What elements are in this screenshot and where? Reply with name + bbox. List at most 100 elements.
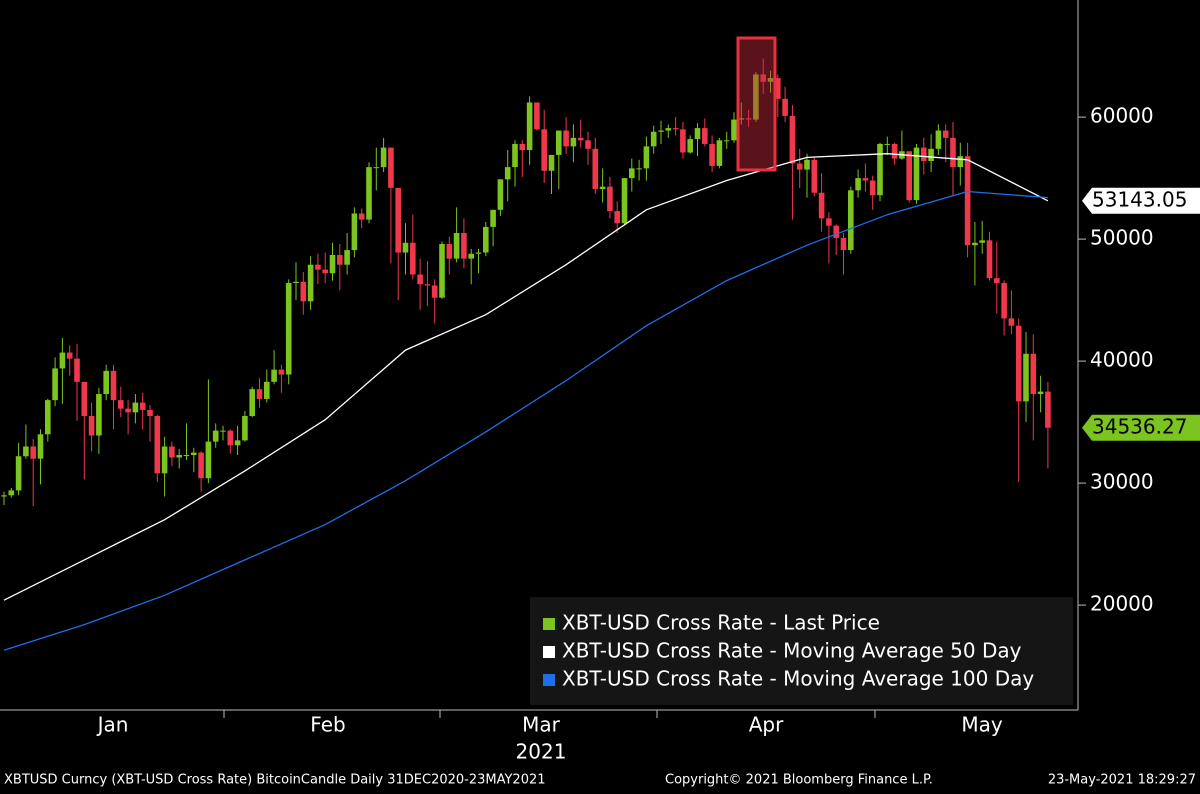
candle-body xyxy=(52,368,58,401)
candle-body xyxy=(337,254,343,265)
candle-body xyxy=(804,159,810,170)
y-tick-label: 60000 xyxy=(1090,104,1154,128)
candle-body xyxy=(169,446,175,458)
candle-body xyxy=(424,284,431,286)
candle-body xyxy=(300,281,307,302)
legend-label: XBT-USD Cross Rate - Last Price xyxy=(562,611,880,635)
candle-body xyxy=(585,140,591,149)
candle-body xyxy=(884,143,891,145)
candle-body xyxy=(767,78,774,82)
candle-body xyxy=(88,415,95,436)
candle-body xyxy=(519,143,526,151)
candle-body xyxy=(96,394,102,436)
moving-average-line xyxy=(3,190,1048,651)
footer-center: Copyright© 2021 Bloomberg Finance L.P. xyxy=(665,773,933,788)
candle-body xyxy=(986,240,993,279)
candle-body xyxy=(672,128,679,130)
candle-body xyxy=(592,148,599,190)
candle-body xyxy=(614,211,620,224)
legend-label: XBT-USD Cross Rate - Moving Average 50 D… xyxy=(562,639,1022,663)
candle-body xyxy=(702,128,708,144)
candle-body xyxy=(694,128,701,140)
candle-body xyxy=(972,242,978,246)
candle-body xyxy=(563,130,569,147)
candle-body xyxy=(147,409,153,416)
candle-body xyxy=(125,408,131,413)
x-tick-label: Jan xyxy=(96,713,129,737)
candle-body xyxy=(855,178,861,191)
moving-average-line xyxy=(3,153,1049,601)
candle-body xyxy=(212,430,219,442)
candle-body xyxy=(1,495,7,497)
candle-body xyxy=(66,352,73,359)
candle-body xyxy=(928,148,934,162)
candle-body xyxy=(629,168,635,179)
candle-body xyxy=(132,402,139,413)
candle-body xyxy=(599,186,606,190)
value-tag-label: 53143.05 xyxy=(1092,187,1187,211)
candle-body xyxy=(315,264,321,270)
candle-body xyxy=(1045,391,1051,428)
candle-body xyxy=(468,253,474,259)
candle-body xyxy=(636,168,642,170)
footer-right: 23-May-2021 18:29:27 xyxy=(1048,773,1196,788)
candle-body xyxy=(1037,391,1044,395)
candle-body xyxy=(475,252,482,254)
candle-body xyxy=(994,278,1000,284)
x-tick-label: Feb xyxy=(310,713,345,737)
candle-body xyxy=(74,358,80,382)
candle-body xyxy=(358,213,365,220)
candle-body xyxy=(264,381,270,399)
candle-body xyxy=(950,137,956,168)
candle-body xyxy=(227,430,234,446)
candle-body xyxy=(497,179,504,210)
candle-body xyxy=(380,147,387,168)
legend-swatch xyxy=(543,618,555,630)
candle-body xyxy=(643,146,650,169)
legend-swatch xyxy=(543,646,555,658)
candle-body xyxy=(687,139,693,153)
candle-body xyxy=(307,264,314,302)
candle-body xyxy=(906,151,912,201)
candle-body xyxy=(964,156,971,246)
candle-body xyxy=(789,115,796,164)
candle-body xyxy=(388,147,394,188)
y-tick-label: 30000 xyxy=(1090,470,1154,494)
candle-body xyxy=(738,118,745,120)
value-tag-label: 34536.27 xyxy=(1092,414,1187,438)
candle-body xyxy=(278,369,285,375)
candle-body xyxy=(293,281,299,284)
candle-body xyxy=(556,130,562,155)
candle-body xyxy=(110,370,117,401)
y-tick-label: 40000 xyxy=(1090,348,1154,372)
legend-box xyxy=(530,597,1073,705)
candle-body xyxy=(410,242,416,275)
candle-body xyxy=(59,352,66,369)
candle-body xyxy=(154,415,161,474)
candle-body xyxy=(840,237,847,251)
candle-body xyxy=(942,130,949,138)
candle-body xyxy=(935,130,942,149)
candle-body xyxy=(220,430,226,432)
candle-body xyxy=(103,370,109,395)
candle-body xyxy=(453,233,460,259)
candle-body xyxy=(957,156,964,168)
legend-label: XBT-USD Cross Rate - Moving Average 100 … xyxy=(562,667,1034,691)
candle-body xyxy=(658,130,664,132)
candle-body xyxy=(373,167,380,169)
candle-body xyxy=(271,369,277,382)
candle-body xyxy=(249,389,255,416)
candle-body xyxy=(1015,325,1022,402)
candle-body xyxy=(366,167,372,220)
candle-body xyxy=(621,178,628,224)
candle-body xyxy=(139,402,146,410)
candle-body xyxy=(191,452,197,456)
candle-body xyxy=(490,209,496,227)
candle-body xyxy=(23,446,29,457)
candle-body xyxy=(570,137,577,147)
candle-body xyxy=(15,456,22,491)
candle-body xyxy=(402,242,409,253)
candle-body xyxy=(431,285,438,298)
x-year-label: 2021 xyxy=(516,740,567,764)
candle-body xyxy=(745,118,752,120)
